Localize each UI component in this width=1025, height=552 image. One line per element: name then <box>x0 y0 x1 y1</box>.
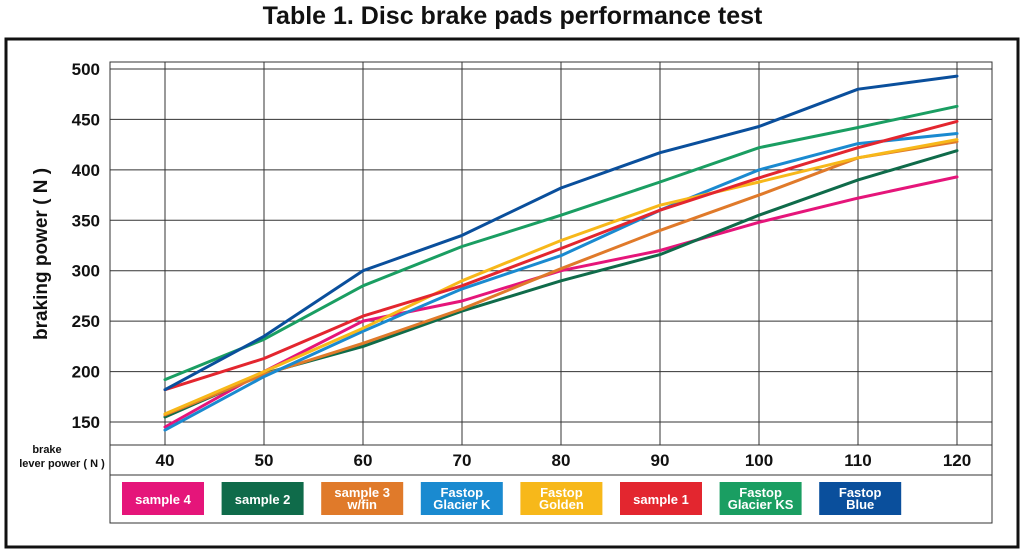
legend-swatch <box>221 482 304 515</box>
legend-swatch <box>321 482 404 515</box>
y-tick-label: 200 <box>72 363 100 382</box>
chart-title: Table 1. Disc brake pads performance tes… <box>262 2 763 30</box>
series-line <box>163 104 959 382</box>
legend-swatch <box>520 482 603 515</box>
series-line <box>163 175 959 429</box>
series-line <box>163 140 959 417</box>
legend-label: Fastop <box>839 485 882 500</box>
grid <box>110 62 992 445</box>
x-tick-label: 120 <box>943 451 971 470</box>
legend-swatch <box>420 482 503 515</box>
y-axis-label: braking power ( N ) <box>31 168 52 340</box>
x-tick-label: 110 <box>844 451 871 470</box>
x-tick-label: 70 <box>453 451 472 470</box>
x-tick-label: 50 <box>255 451 274 470</box>
legend-swatch <box>819 482 902 515</box>
series-line <box>163 74 959 392</box>
legend-item: sample 3w/fin <box>321 482 404 515</box>
legend-label: Blue <box>846 497 874 512</box>
x-tick-label: 90 <box>651 451 670 470</box>
series-line <box>163 119 959 392</box>
legend-label: Fastop <box>540 485 583 500</box>
x-tick-label: 80 <box>552 451 571 470</box>
legend-label: Golden <box>539 497 584 512</box>
y-tick-labels: 150 200 250 300 350 400 450 500 <box>72 60 100 432</box>
legend-item: sample 2 <box>221 482 304 515</box>
y-tick-label: 250 <box>72 312 100 331</box>
legend-label: Glacier KS <box>728 497 794 512</box>
legend-band <box>109 474 993 524</box>
y-tick-label: 150 <box>72 413 100 432</box>
y-tick-label: 400 <box>72 161 100 180</box>
y-tick-label: 300 <box>72 262 100 281</box>
legend-label: Glacier K <box>433 497 491 512</box>
legend-swatch <box>620 482 702 515</box>
series-lines <box>163 74 959 432</box>
legend-swatch <box>719 482 802 515</box>
legend-item: sample 4 <box>122 482 204 515</box>
x-tick-labels: 40 50 60 70 80 90 100 110 120 <box>156 451 972 470</box>
legend-item: sample 1 <box>620 482 702 515</box>
x-tick-label: 40 <box>156 451 175 470</box>
legend-label: sample 4 <box>135 492 191 507</box>
legend-label: sample 1 <box>633 492 689 507</box>
x-tick-label: 100 <box>745 451 773 470</box>
legend-swatch <box>122 482 204 515</box>
legend: sample 4 sample 2 sample 3w/finFastopGlaci… <box>122 482 902 515</box>
y-tick-label: 450 <box>72 110 100 129</box>
legend-label: sample 3 <box>334 485 390 500</box>
legend-label: w/fin <box>346 497 377 512</box>
legend-label: Fastop <box>440 485 483 500</box>
outer-frame <box>4 37 1020 549</box>
x-tick-label: 60 <box>354 451 373 470</box>
x-axis-label-line-2: lever power ( N ) <box>19 458 105 470</box>
x-axis-label-line-1: brake <box>32 444 61 456</box>
y-tick-label: 350 <box>72 211 100 230</box>
x-axis-label: brake lever power ( N ) <box>19 444 105 470</box>
series-line <box>163 132 959 432</box>
legend-label: Fastop <box>739 485 782 500</box>
y-tick-label: 500 <box>72 60 100 79</box>
legend-label: sample 2 <box>235 492 291 507</box>
series-line <box>163 138 959 416</box>
